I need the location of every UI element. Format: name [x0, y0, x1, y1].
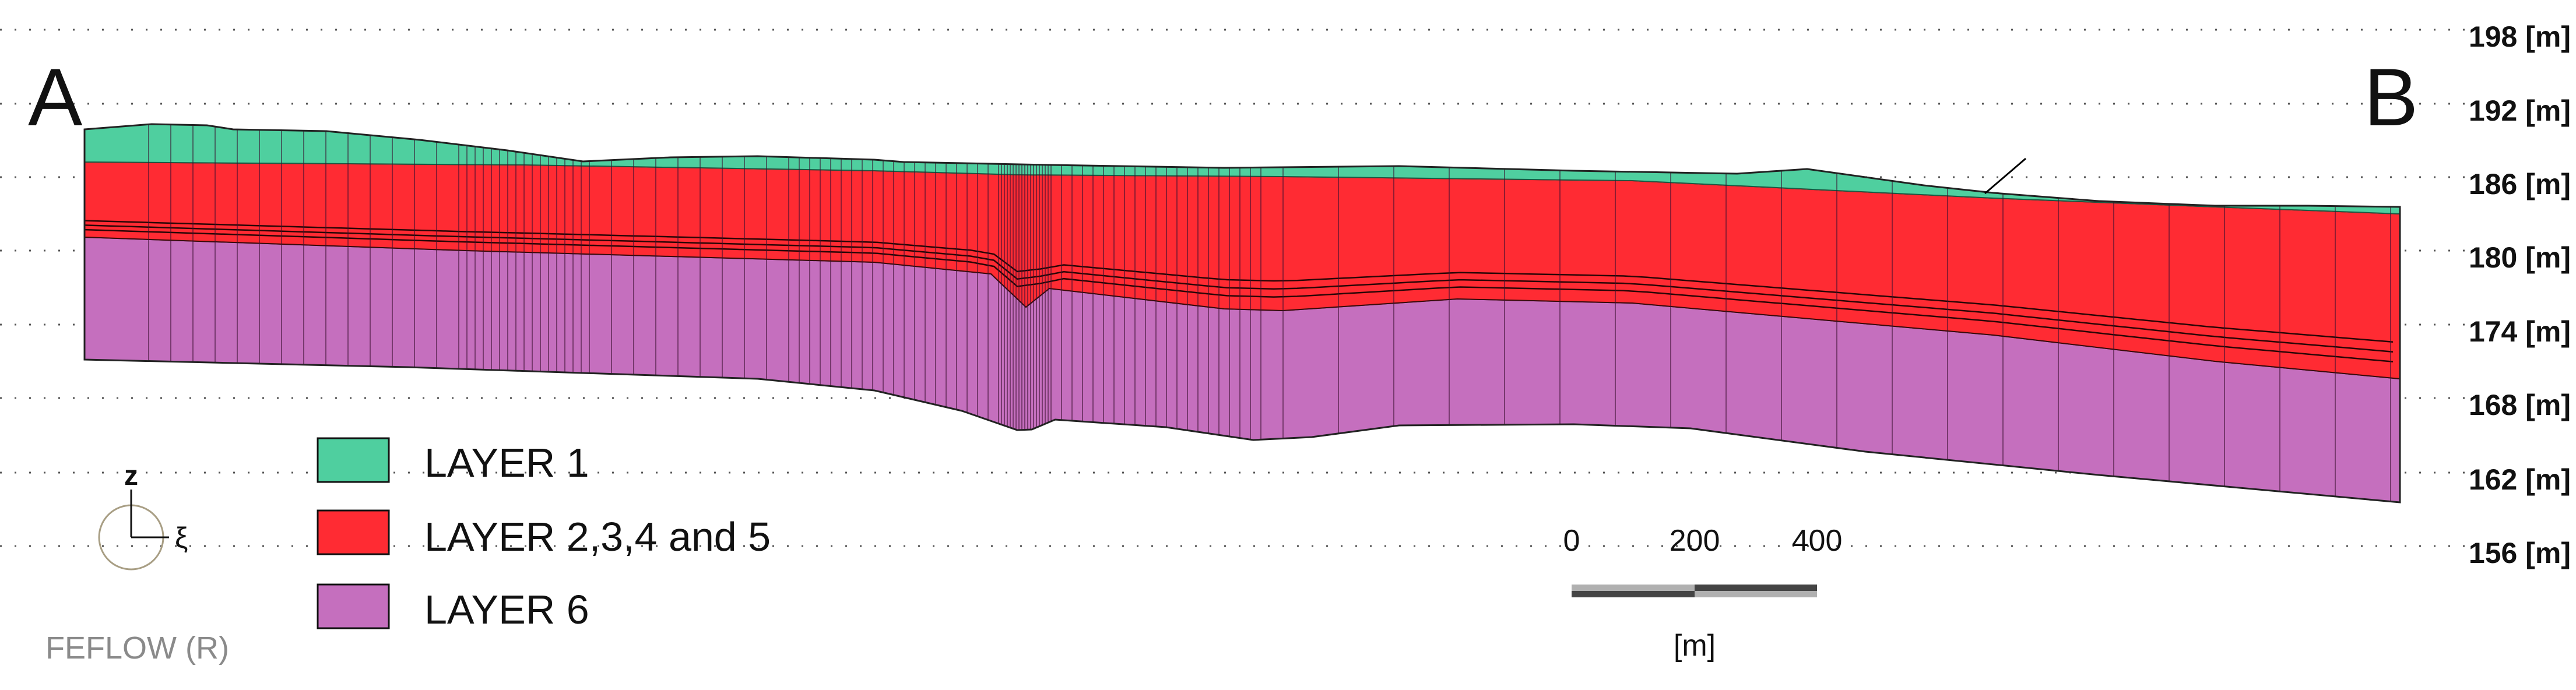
endpoint-label-b: B [2364, 51, 2418, 143]
sublayer-boundary [84, 228, 2394, 362]
elevation-label: 174 [m] [2469, 315, 2571, 348]
sublayer-boundaries [84, 220, 2394, 362]
xi-axis-label: ξ [175, 522, 188, 554]
legend-label-layer-1: LAYER 1 [424, 440, 589, 485]
axis-orientation-icon: z ξ [98, 460, 188, 571]
elevation-label: 180 [m] [2469, 241, 2571, 274]
scale-unit-label: [m] [1674, 629, 1716, 663]
legend-swatch-layer-2-5 [317, 509, 390, 555]
sublayer-boundary [84, 224, 2394, 353]
annotation-pointer [1984, 157, 2026, 195]
scale-tick-200: 200 [1670, 524, 1720, 558]
elevation-labels: 198 [m] 192 [m] 186 [m] 180 [m] 174 [m] … [2469, 20, 2571, 569]
elevation-label: 192 [m] [2469, 94, 2571, 127]
elevation-label: 156 [m] [2469, 537, 2571, 569]
scale-tick-400: 400 [1792, 524, 1843, 558]
elevation-label: 162 [m] [2469, 463, 2571, 496]
geologic-cross-section [83, 123, 2401, 504]
endpoint-label-a: A [28, 51, 83, 143]
scale-tick-0: 0 [1563, 524, 1580, 558]
legend-label-layer-2-5: LAYER 2,3,4 and 5 [424, 514, 771, 559]
scale-bar-segment [1572, 585, 1695, 591]
section-outline [83, 123, 2401, 504]
legend-label-layer-6: LAYER 6 [424, 587, 589, 632]
legend-swatch-layer-1 [317, 437, 390, 483]
elevation-label: 168 [m] [2469, 389, 2571, 421]
elevation-label: 186 [m] [2469, 168, 2571, 200]
software-label: FEFLOW (R) [45, 631, 229, 666]
sublayer-boundary [84, 220, 2394, 343]
legend: LAYER 1 LAYER 2,3,4 and 5 LAYER 6 [317, 437, 771, 632]
scale-bar-segment [1695, 585, 1817, 591]
scale-bar-segment [1695, 591, 1817, 597]
z-axis-label: z [124, 460, 138, 491]
scale-bar: 0 200 400 [m] [1563, 524, 1843, 663]
elevation-label: 198 [m] [2469, 20, 2571, 53]
scale-bar-segment [1572, 591, 1695, 597]
legend-swatch-layer-6 [317, 583, 390, 629]
mesh-vertical-lines [148, 124, 2391, 502]
